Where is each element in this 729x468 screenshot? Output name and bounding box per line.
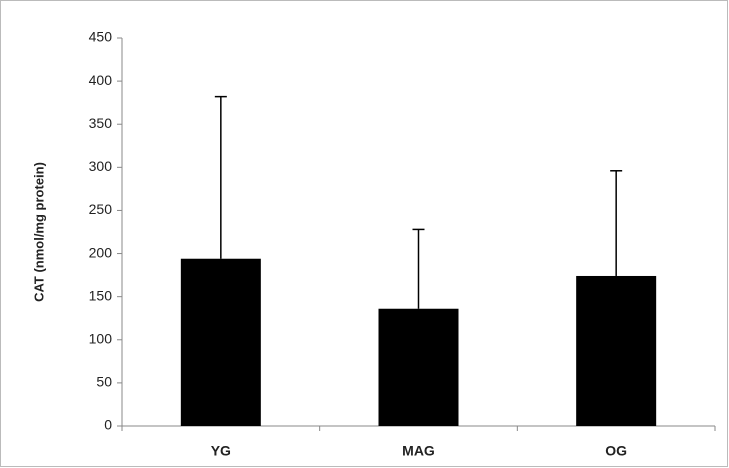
y-tick-label: 350 (89, 115, 113, 131)
x-tick-label: OG (605, 443, 627, 459)
y-tick-label: 50 (96, 374, 112, 390)
y-tick-label: 200 (89, 244, 113, 260)
bar (180, 258, 261, 426)
bar (576, 275, 657, 426)
error-bar (610, 170, 623, 276)
y-tick-label: 250 (89, 201, 113, 217)
error-bar (214, 95, 227, 259)
error-bar (412, 228, 425, 309)
y-tick-label: 400 (89, 72, 113, 88)
y-tick-label: 100 (89, 330, 113, 346)
y-tick-label: 450 (89, 29, 113, 45)
y-tick-label: 300 (89, 158, 113, 174)
y-axis-label: CAT (nmol/mg protein) (31, 162, 46, 302)
x-tick-label: MAG (402, 443, 435, 459)
y-tick-label: 150 (89, 287, 113, 303)
bar (378, 308, 459, 426)
x-tick-label: YG (211, 443, 231, 459)
y-tick-label: 0 (104, 417, 112, 433)
